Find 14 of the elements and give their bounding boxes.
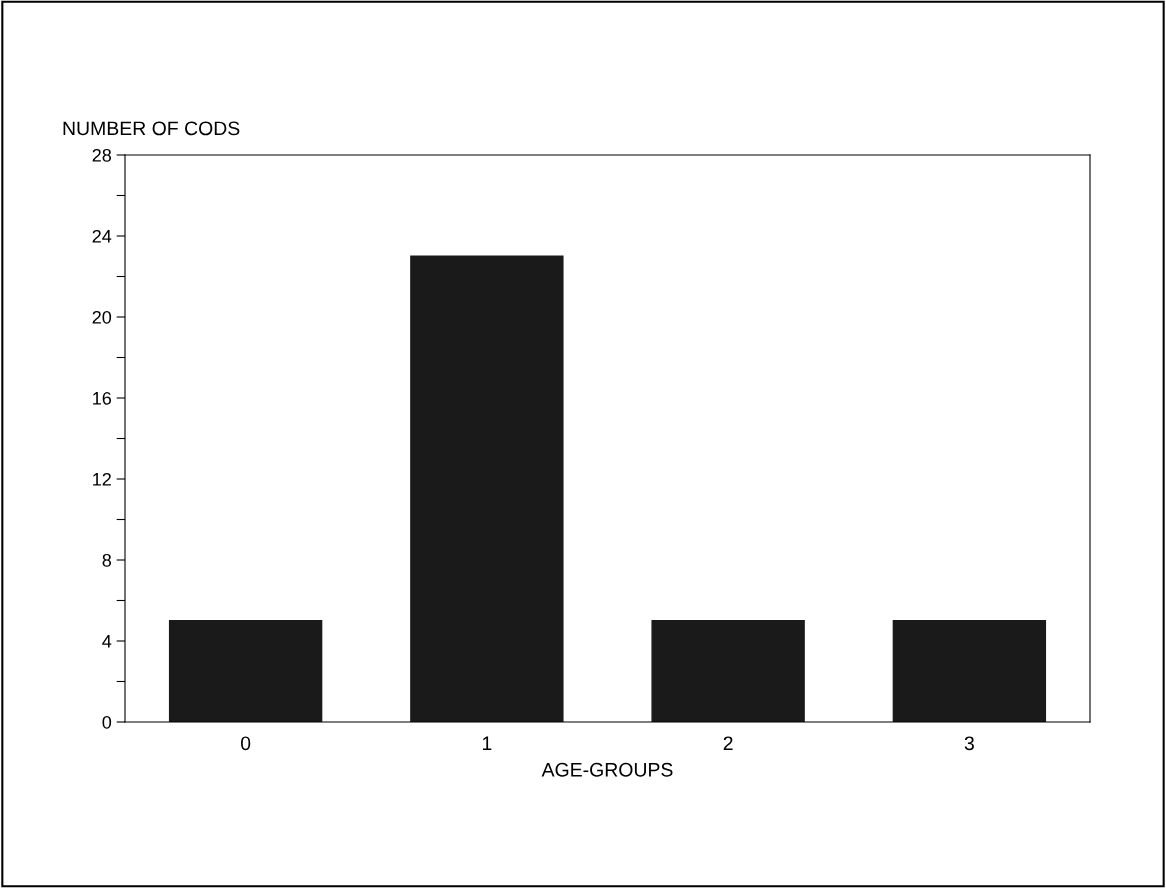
x-tick-label: 3	[964, 736, 974, 751]
y-tick-label: 12	[93, 472, 111, 486]
y-tick-label: 0	[102, 715, 112, 729]
y-tick-label: 20	[92, 310, 112, 324]
y-tick-label: 16	[93, 391, 112, 405]
x-tick-label: 2	[723, 736, 733, 750]
x-tick-label: 1	[482, 736, 492, 750]
y-tick-label: 28	[92, 148, 112, 162]
y-tick-label: 8	[102, 553, 112, 567]
y-tick-label: 4	[102, 635, 112, 648]
x-axis-title: AGE-GROUPS	[541, 762, 673, 777]
y-axis-title: NUMBER OF CODS	[63, 121, 240, 136]
x-tick-label: 0	[240, 736, 251, 751]
y-tick-label: 24	[92, 229, 112, 243]
